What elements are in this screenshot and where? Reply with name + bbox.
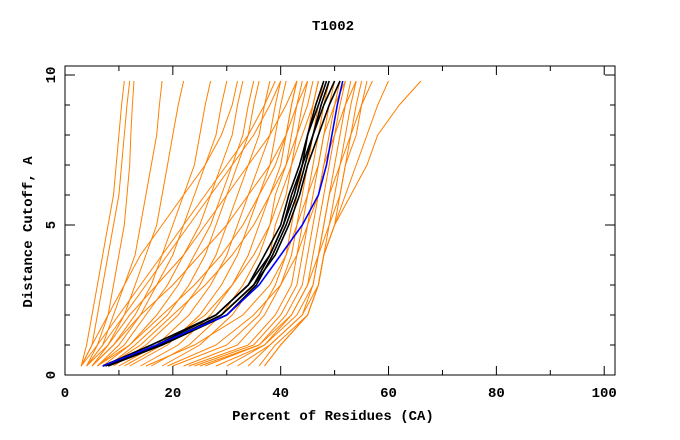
model-curve (91, 80, 212, 367)
model-curve (118, 80, 282, 367)
x-tick-label: 80 (488, 386, 505, 402)
ticks-layer (64, 66, 615, 376)
model-curve (151, 80, 303, 367)
y-axis-label: Distance Cutoff, A (21, 156, 37, 308)
x-tick-label: 20 (164, 386, 181, 402)
model-curve (167, 80, 357, 367)
model-curve (107, 80, 260, 367)
highlight-curve (105, 80, 341, 367)
model-curve (80, 80, 125, 367)
model-curve (80, 80, 131, 367)
model-curve (161, 80, 309, 367)
model-curve (86, 80, 298, 367)
x-tick-label: 100 (592, 386, 617, 402)
model-curve (97, 80, 298, 367)
x-tick-label: 40 (272, 386, 289, 402)
model-curve (129, 80, 287, 367)
model-curve (113, 80, 271, 367)
model-curve (102, 80, 255, 367)
model-curve (247, 80, 363, 367)
model-curve (145, 80, 346, 367)
plot-frame (64, 65, 616, 376)
model-curve (215, 80, 346, 367)
model-curve (264, 80, 422, 367)
y-tick-label: 10 (44, 67, 60, 84)
chart-title: T1002 (312, 19, 354, 35)
model-curve (86, 80, 282, 367)
y-tick-label: 0 (44, 371, 60, 379)
model-curve (199, 80, 373, 367)
model-curve (205, 80, 341, 367)
highlight-curve (102, 80, 336, 367)
reference-curve (102, 80, 344, 367)
x-tick-label: 60 (380, 386, 397, 402)
model-curve (97, 80, 244, 367)
curves-layer (80, 80, 422, 367)
model-curve (91, 80, 309, 367)
model-curve (86, 80, 163, 367)
model-curve (86, 80, 135, 367)
model-curve (80, 80, 238, 367)
model-curve (172, 80, 319, 367)
y-tick-label: 5 (44, 221, 60, 229)
model-curve (107, 80, 314, 367)
model-curve (124, 80, 319, 367)
x-tick-label: 0 (61, 386, 69, 402)
model-curve (80, 80, 276, 367)
model-curve (91, 80, 185, 367)
x-axis-label: Percent of Residues (CA) (232, 409, 434, 425)
